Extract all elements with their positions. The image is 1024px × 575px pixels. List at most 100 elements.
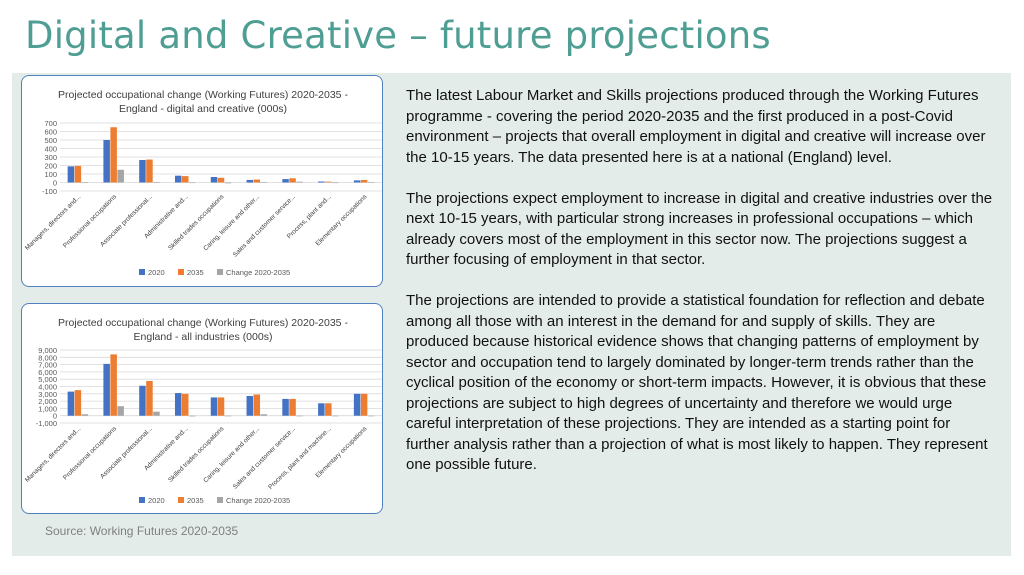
bar — [110, 354, 117, 416]
chart-digital-creative: Projected occupational change (Working F… — [24, 89, 382, 277]
bar — [367, 182, 375, 183]
bar — [139, 159, 146, 183]
chart-title-line: England - digital and creative (000s) — [119, 103, 287, 115]
y-tick-label: 8,000 — [38, 353, 57, 362]
body-text: The latest Labour Market and Skills proj… — [406, 86, 996, 496]
y-tick-label: 100 — [44, 170, 57, 179]
bar — [174, 393, 182, 416]
bar — [246, 395, 254, 416]
x-tick-label: Sales and customer service... — [232, 193, 297, 258]
bar — [67, 166, 75, 183]
legend-label: 2020 — [148, 496, 165, 505]
y-tick-label: 7,000 — [38, 361, 57, 370]
paragraph-2: The projections expect employment to inc… — [406, 189, 993, 269]
bar — [103, 140, 110, 183]
y-tick-label: -1,000 — [36, 419, 57, 428]
bar — [81, 182, 89, 183]
y-tick-label: 700 — [44, 119, 57, 128]
bar — [296, 181, 303, 183]
bar — [181, 176, 189, 183]
y-tick-label: 300 — [44, 153, 57, 162]
bar — [153, 182, 160, 183]
x-tick-label: Sales and customer service... — [232, 425, 297, 490]
bar — [367, 415, 375, 417]
bar — [332, 182, 339, 184]
bar — [117, 406, 124, 416]
bar — [360, 179, 368, 183]
bar — [74, 390, 82, 416]
bar — [353, 180, 361, 183]
chart-title-line: Projected occupational change (Working F… — [58, 317, 348, 329]
bar — [325, 403, 332, 416]
bar — [74, 165, 82, 183]
y-tick-label: 500 — [44, 136, 57, 145]
bar — [282, 398, 289, 416]
bar — [210, 397, 218, 416]
x-tick-label: Process, plant and machine... — [267, 425, 333, 491]
bar — [67, 391, 75, 416]
paragraph-3: The projections are intended to provide … — [406, 292, 988, 473]
legend-swatch — [217, 269, 223, 275]
legend-label: Change 2020-2035 — [226, 268, 290, 277]
chart-card-all-industries: Projected occupational change (Working F… — [21, 303, 383, 514]
bar — [289, 178, 296, 183]
legend-label: 2035 — [187, 496, 204, 505]
bar — [296, 415, 303, 417]
y-tick-label: 600 — [44, 128, 57, 137]
legend-swatch — [178, 269, 184, 275]
chart-card-digital-creative: Projected occupational change (Working F… — [21, 75, 383, 287]
legend-swatch — [139, 497, 145, 503]
bar — [188, 182, 196, 184]
bar — [103, 363, 110, 416]
source-note: Source: Working Futures 2020-2035 — [45, 524, 239, 538]
page-title: Digital and Creative – future projection… — [25, 14, 771, 57]
y-tick-label: 5,000 — [38, 375, 57, 384]
bar — [253, 394, 261, 416]
y-tick-label: 1,000 — [38, 404, 57, 413]
legend-swatch — [178, 497, 184, 503]
bar — [332, 415, 339, 417]
y-tick-label: 2,000 — [38, 397, 57, 406]
bar — [174, 175, 182, 183]
bar — [146, 381, 153, 416]
chart-title-line: Projected occupational change (Working F… — [58, 89, 348, 101]
bar — [181, 393, 189, 416]
bar — [217, 397, 225, 416]
y-tick-label: 400 — [44, 145, 57, 154]
bar — [260, 182, 268, 183]
bar — [139, 385, 146, 416]
y-tick-label: 0 — [53, 179, 57, 188]
y-tick-label: 4,000 — [38, 383, 57, 392]
bar — [217, 177, 225, 183]
y-tick-label: -100 — [42, 187, 57, 196]
bar — [318, 403, 325, 416]
legend-label: 2020 — [148, 268, 165, 277]
legend-label: Change 2020-2035 — [226, 496, 290, 505]
y-tick-label: 3,000 — [38, 390, 57, 399]
bar — [325, 181, 332, 183]
bar — [253, 179, 261, 183]
legend-swatch — [217, 497, 223, 503]
bar — [117, 169, 124, 183]
bar — [188, 415, 196, 417]
bar — [81, 414, 89, 416]
y-tick-label: 200 — [44, 162, 57, 171]
y-tick-label: 9,000 — [38, 346, 57, 355]
chart-title-line: England - all industries (000s) — [134, 331, 273, 343]
bar — [224, 182, 232, 184]
bar — [360, 393, 368, 416]
x-tick-label: Managers, directors and... — [24, 193, 82, 251]
bar — [224, 415, 232, 417]
bar — [318, 181, 325, 183]
bar — [289, 398, 296, 416]
legend-label: 2035 — [187, 268, 204, 277]
bar — [153, 411, 160, 416]
y-tick-label: 0 — [53, 412, 57, 421]
bar — [110, 127, 117, 183]
bar — [353, 393, 361, 416]
y-tick-label: 6,000 — [38, 368, 57, 377]
legend-swatch — [139, 269, 145, 275]
bar — [246, 179, 254, 183]
paragraph-1: The latest Labour Market and Skills proj… — [406, 87, 986, 166]
bar — [210, 176, 218, 183]
